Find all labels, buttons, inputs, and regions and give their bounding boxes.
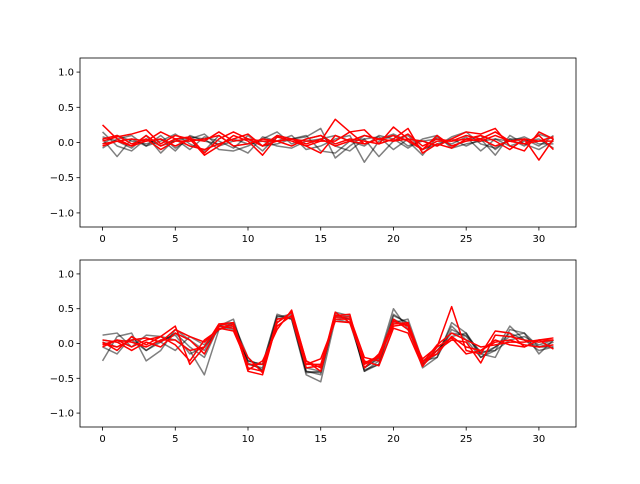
y-tick-label: 0.0 <box>58 339 74 350</box>
x-tick-label: 25 <box>460 234 473 245</box>
x-tick-label: 5 <box>172 434 178 445</box>
x-tick-label: 0 <box>99 434 105 445</box>
series-line-9 <box>102 133 554 151</box>
x-tick-label: 5 <box>172 234 178 245</box>
series-line-8 <box>102 126 554 151</box>
series-line-10 <box>102 314 554 366</box>
y-tick-label: −0.5 <box>50 173 74 184</box>
y-tick-label: 0.5 <box>58 103 74 114</box>
y-tick-label: 0.5 <box>58 304 74 315</box>
series-line-7 <box>102 127 554 156</box>
x-tick-label: 20 <box>387 234 400 245</box>
subplot-2: 0 5 10 15 20 25 30 −1.0 −0.5 0.0 0.5 1.0 <box>50 259 577 445</box>
x-tick-label: 20 <box>387 434 400 445</box>
series-line-5 <box>102 134 554 152</box>
series-line-10 <box>102 131 554 151</box>
y-tick-label: 0.0 <box>58 138 74 149</box>
series-group <box>101 305 554 383</box>
x-tick-label: 30 <box>533 434 546 445</box>
y-tick-label: 1.0 <box>58 68 74 79</box>
x-tick-label: 10 <box>242 234 255 245</box>
x-tick-label: 0 <box>99 234 105 245</box>
subplot-1: 0 5 10 15 20 25 30 −1.0 −0.5 0.0 0.5 1.0 <box>50 57 577 245</box>
x-tick-label: 25 <box>460 434 473 445</box>
x-tick-label: 15 <box>314 434 327 445</box>
series-line-6 <box>102 118 555 161</box>
y-tick-label: 1.0 <box>58 269 74 280</box>
y-tick-label: −1.0 <box>50 208 74 219</box>
series-group <box>101 118 555 163</box>
x-tick-label: 15 <box>314 234 327 245</box>
x-tick-label: 30 <box>533 234 546 245</box>
x-tick-label: 10 <box>242 434 255 445</box>
y-tick-label: −0.5 <box>50 374 74 385</box>
y-tick-label: −1.0 <box>50 409 74 420</box>
